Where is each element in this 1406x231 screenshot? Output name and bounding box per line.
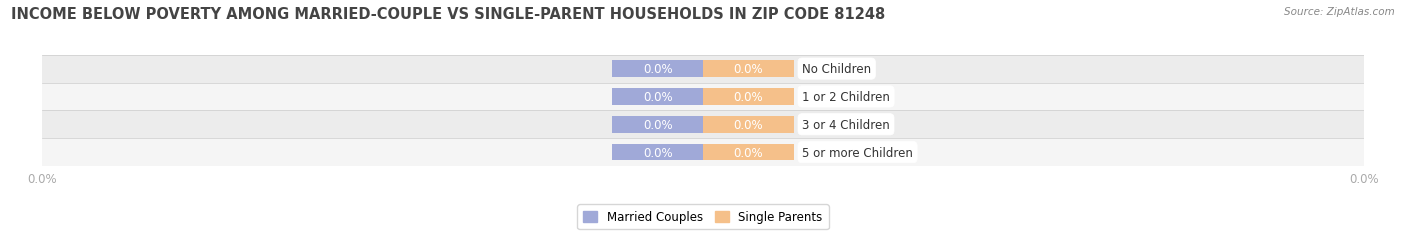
Bar bbox=[0, 111, 1406, 139]
Text: 0.0%: 0.0% bbox=[734, 118, 763, 131]
Text: 0.0%: 0.0% bbox=[734, 146, 763, 159]
Bar bbox=[612, 61, 703, 78]
Legend: Married Couples, Single Parents: Married Couples, Single Parents bbox=[578, 204, 828, 229]
Text: Source: ZipAtlas.com: Source: ZipAtlas.com bbox=[1284, 7, 1395, 17]
Bar bbox=[612, 116, 703, 133]
Text: 5 or more Children: 5 or more Children bbox=[801, 146, 912, 159]
Text: No Children: No Children bbox=[801, 63, 872, 76]
Text: 0.0%: 0.0% bbox=[643, 118, 672, 131]
Bar bbox=[0, 139, 1406, 166]
Text: 0.0%: 0.0% bbox=[643, 146, 672, 159]
Text: 0.0%: 0.0% bbox=[643, 63, 672, 76]
Text: 3 or 4 Children: 3 or 4 Children bbox=[801, 118, 890, 131]
Bar bbox=[703, 116, 794, 133]
Text: 0.0%: 0.0% bbox=[734, 91, 763, 103]
Bar bbox=[612, 144, 703, 161]
Text: 0.0%: 0.0% bbox=[643, 91, 672, 103]
Bar bbox=[703, 144, 794, 161]
Bar bbox=[0, 83, 1406, 111]
Bar bbox=[703, 89, 794, 105]
Text: 1 or 2 Children: 1 or 2 Children bbox=[801, 91, 890, 103]
Text: 0.0%: 0.0% bbox=[734, 63, 763, 76]
Bar bbox=[0, 55, 1406, 83]
Bar bbox=[612, 89, 703, 105]
Text: INCOME BELOW POVERTY AMONG MARRIED-COUPLE VS SINGLE-PARENT HOUSEHOLDS IN ZIP COD: INCOME BELOW POVERTY AMONG MARRIED-COUPL… bbox=[11, 7, 886, 22]
Bar bbox=[703, 61, 794, 78]
